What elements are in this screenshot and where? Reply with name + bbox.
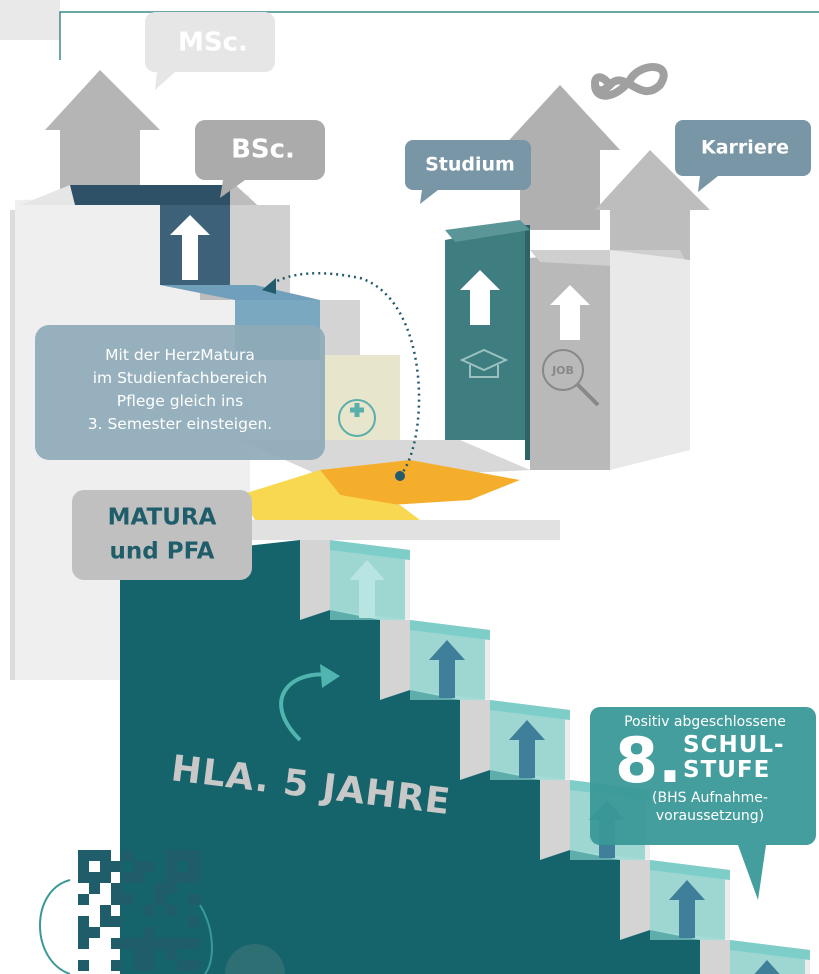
entry-number: 8. bbox=[615, 724, 682, 797]
job-icon-label: JOB bbox=[551, 364, 574, 377]
qr-cell bbox=[188, 938, 199, 949]
stair-arrow bbox=[429, 640, 465, 698]
qr-cell bbox=[78, 872, 89, 883]
entry-note: voraussetzung) bbox=[656, 808, 764, 824]
stair-riser bbox=[620, 860, 650, 940]
qr-cell bbox=[166, 905, 177, 916]
qr-cell bbox=[111, 894, 122, 905]
qr-cell bbox=[78, 960, 89, 971]
stair-riser bbox=[300, 540, 330, 620]
qr-cell bbox=[78, 894, 89, 905]
entry-intro: Positiv abgeschlossene bbox=[624, 714, 786, 730]
qr-cell bbox=[111, 916, 122, 927]
stair-riser bbox=[460, 700, 490, 780]
qr-cell bbox=[188, 861, 199, 872]
qr-cell bbox=[122, 872, 133, 883]
qr-cell bbox=[177, 960, 188, 971]
stair-arrow bbox=[349, 560, 385, 618]
qr-cell bbox=[188, 916, 199, 927]
qr-cell bbox=[144, 949, 155, 960]
qr-cell bbox=[155, 883, 166, 894]
qr-cell bbox=[133, 861, 144, 872]
qr-cell bbox=[155, 894, 166, 905]
qr-cell bbox=[188, 850, 199, 861]
qr-cell bbox=[111, 861, 122, 872]
qr-code bbox=[78, 850, 199, 971]
qr-cell bbox=[155, 938, 166, 949]
qr-cell bbox=[78, 861, 89, 872]
qr-cell bbox=[177, 850, 188, 861]
qr-cell bbox=[133, 949, 144, 960]
stair-riser bbox=[540, 780, 570, 860]
entry-title: STUFE bbox=[683, 757, 770, 783]
qr-cell bbox=[144, 927, 155, 938]
qr-cell bbox=[89, 872, 100, 883]
qr-cell bbox=[122, 894, 133, 905]
stair-arrow bbox=[509, 720, 545, 778]
qr-cell bbox=[144, 861, 155, 872]
entry-title: SCHUL- bbox=[683, 732, 785, 758]
qr-cell bbox=[78, 927, 89, 938]
qr-cell bbox=[100, 872, 111, 883]
stair-riser bbox=[700, 940, 730, 974]
qr-cell bbox=[122, 938, 133, 949]
info-line: Mit der HerzMatura bbox=[105, 346, 255, 364]
qr-cell bbox=[166, 938, 177, 949]
qr-cell bbox=[89, 883, 100, 894]
qr-cell bbox=[89, 927, 100, 938]
qr-cell bbox=[166, 861, 177, 872]
qr-cell bbox=[133, 938, 144, 949]
qr-cell bbox=[188, 894, 199, 905]
qr-cell bbox=[78, 938, 89, 949]
qr-cell bbox=[166, 883, 177, 894]
studium-label: Studium bbox=[425, 154, 515, 176]
qr-cell bbox=[144, 905, 155, 916]
stairs bbox=[120, 540, 819, 974]
qr-cell bbox=[188, 872, 199, 883]
stair-arrow bbox=[754, 960, 780, 974]
info-line: im Studienfachbereich bbox=[93, 369, 267, 387]
karriere-label: Karriere bbox=[701, 137, 789, 159]
qr-cell bbox=[144, 938, 155, 949]
qr-cell bbox=[177, 872, 188, 883]
info-line: Pflege gleich ins bbox=[117, 392, 243, 410]
stair-arrow bbox=[669, 880, 705, 938]
qr-cell bbox=[111, 960, 122, 971]
entry-note: (BHS Aufnahme- bbox=[652, 790, 768, 806]
stair-riser bbox=[380, 620, 410, 700]
qr-cell bbox=[177, 938, 188, 949]
bsc-label: BSc. bbox=[231, 135, 295, 165]
matura-label: und PFA bbox=[110, 539, 215, 565]
qr-cell bbox=[89, 850, 100, 861]
info-line: 3. Semester einsteigen. bbox=[88, 415, 273, 433]
qr-cell bbox=[133, 960, 144, 971]
qr-cell bbox=[100, 905, 111, 916]
qr-cell bbox=[78, 916, 89, 927]
qr-cell bbox=[100, 916, 111, 927]
qr-cell bbox=[111, 883, 122, 894]
msc-label: MSc. bbox=[178, 28, 248, 58]
qr-cell bbox=[78, 850, 89, 861]
qr-cell bbox=[111, 938, 122, 949]
matura-label: MATURA bbox=[108, 505, 217, 531]
qr-cell bbox=[133, 872, 144, 883]
qr-cell bbox=[188, 960, 199, 971]
qr-cell bbox=[166, 850, 177, 861]
qr-cell bbox=[166, 872, 177, 883]
qr-cell bbox=[122, 850, 133, 861]
qr-cell bbox=[100, 861, 111, 872]
qr-cell bbox=[166, 949, 177, 960]
qr-cell bbox=[100, 850, 111, 861]
qr-cell bbox=[144, 960, 155, 971]
